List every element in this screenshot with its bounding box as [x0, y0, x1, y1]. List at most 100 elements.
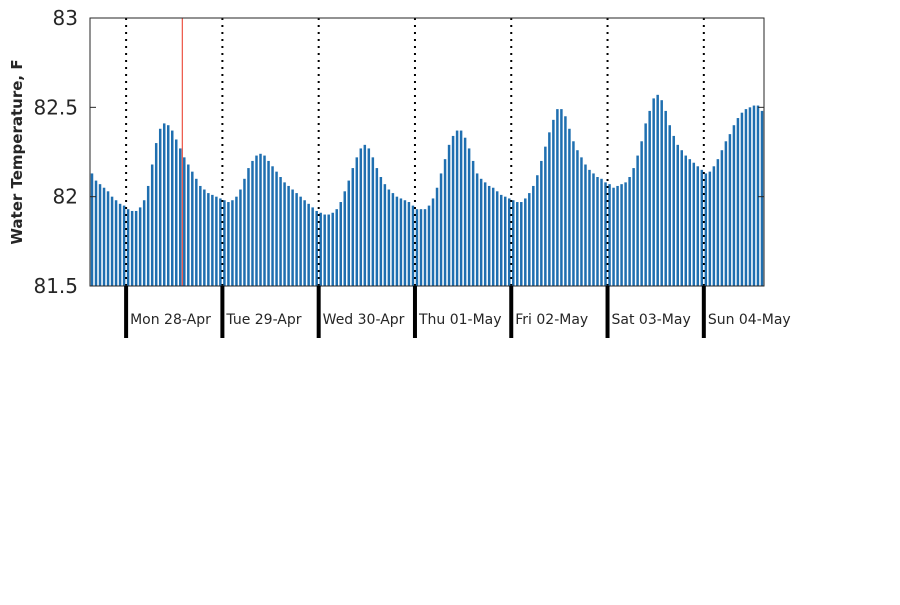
bar — [475, 173, 479, 286]
bar — [299, 196, 302, 286]
bar — [199, 185, 202, 286]
bar — [166, 125, 170, 286]
bar — [142, 200, 146, 286]
bar — [636, 155, 639, 286]
bar — [291, 189, 294, 286]
day-dividers — [125, 18, 705, 286]
bar — [435, 187, 439, 286]
bar — [171, 130, 174, 286]
day-label: Mon 28-Apr — [130, 312, 211, 328]
bar — [415, 209, 419, 286]
bar — [395, 196, 399, 286]
bar — [387, 189, 391, 286]
bar — [339, 202, 342, 286]
bar — [130, 210, 134, 286]
bar — [584, 164, 587, 286]
day-label: Tue 29-Apr — [225, 312, 301, 328]
bar — [544, 146, 547, 286]
bar — [307, 203, 310, 286]
bar — [632, 168, 635, 286]
bar — [138, 207, 142, 286]
bar — [700, 169, 704, 286]
bar — [251, 160, 254, 286]
bar — [652, 98, 655, 287]
x-axis-day-ticks — [124, 286, 706, 338]
x-axis-day-labels: Mon 28-Apr Tue 29-Apr Wed 30-Apr Thu 01-May… — [130, 312, 791, 328]
bar — [162, 123, 166, 286]
bar — [644, 123, 647, 286]
bar — [684, 155, 688, 286]
bar — [223, 200, 226, 286]
plot-background — [90, 18, 764, 286]
bar — [255, 155, 258, 286]
bar — [94, 180, 98, 286]
bar — [447, 144, 451, 286]
bar — [331, 212, 334, 286]
bar — [191, 171, 194, 286]
bar — [411, 205, 415, 286]
bar — [207, 193, 210, 286]
bar — [126, 209, 130, 286]
bar — [247, 168, 250, 286]
bar — [732, 125, 736, 286]
bar — [508, 198, 511, 286]
bar — [347, 180, 351, 286]
bar — [756, 105, 760, 286]
bar — [219, 198, 222, 286]
bar — [720, 150, 724, 286]
bar — [102, 187, 106, 286]
bar — [195, 178, 198, 286]
bar — [712, 166, 716, 286]
bar — [439, 173, 443, 286]
bar — [455, 130, 459, 286]
bar — [499, 194, 503, 286]
bar — [576, 150, 579, 286]
bar — [427, 205, 431, 286]
y-tick-label: 83 — [53, 6, 78, 30]
bar — [150, 164, 154, 286]
bar — [532, 185, 535, 286]
bar — [524, 198, 527, 286]
bar — [640, 141, 643, 286]
bar — [704, 173, 708, 286]
bar — [154, 143, 158, 286]
bar — [664, 110, 667, 286]
bar — [279, 177, 282, 286]
bar — [588, 169, 591, 286]
bar — [760, 110, 764, 286]
bar — [423, 209, 427, 286]
bar — [90, 173, 94, 286]
bar — [716, 159, 720, 286]
bar — [668, 125, 671, 286]
bar — [187, 164, 190, 286]
bar — [688, 159, 692, 286]
bar — [740, 112, 744, 286]
bar — [592, 173, 595, 286]
bar — [311, 207, 314, 286]
bar — [680, 150, 683, 286]
bar — [367, 148, 371, 286]
bar — [391, 193, 395, 286]
bar — [110, 196, 114, 286]
bar — [323, 214, 326, 286]
y-axis-label: Water Temperature, F — [8, 59, 26, 244]
bar — [175, 139, 178, 286]
bar — [379, 177, 383, 286]
bar — [359, 148, 363, 286]
bar — [179, 148, 182, 286]
bar — [183, 157, 186, 286]
bar — [556, 109, 559, 287]
bar — [118, 203, 122, 286]
bar — [656, 94, 659, 286]
bar — [692, 162, 696, 286]
bar — [564, 116, 567, 287]
bar — [552, 119, 555, 286]
bar — [371, 157, 375, 286]
bar — [122, 205, 126, 286]
bar — [471, 160, 475, 286]
bar — [600, 178, 603, 286]
bar — [536, 175, 539, 286]
bar — [560, 109, 563, 287]
bar — [403, 200, 407, 286]
